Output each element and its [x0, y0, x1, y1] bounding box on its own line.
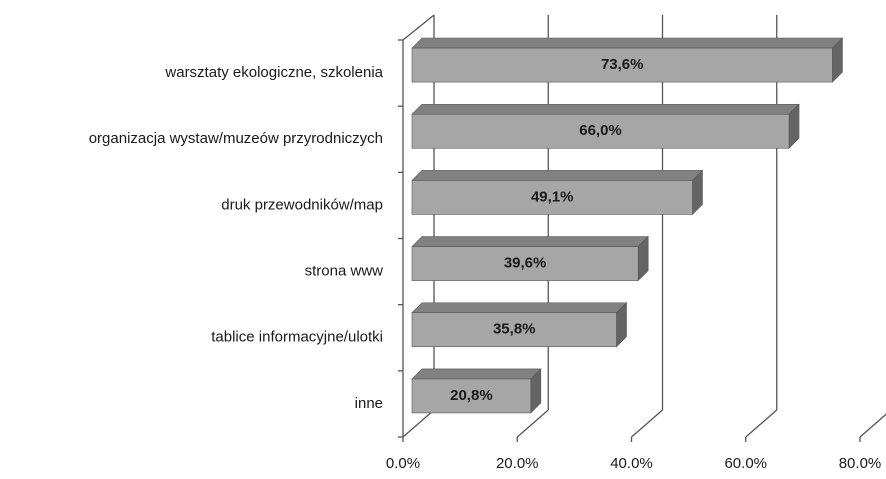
x-tick-label: 60.0%: [724, 455, 767, 472]
value-label: 20,8%: [450, 387, 493, 404]
bar-top: [411, 302, 628, 314]
x-tick-label: 0.0%: [386, 455, 420, 472]
floor-line: [516, 409, 549, 438]
bar: [411, 378, 532, 414]
bar: [411, 246, 639, 281]
bar-top: [411, 103, 800, 115]
value-label: 39,6%: [504, 255, 547, 272]
x-tick-label: 20.0%: [496, 455, 539, 472]
value-label: 66,0%: [579, 122, 622, 139]
value-label: 73,6%: [601, 56, 644, 73]
bar: [411, 113, 790, 149]
value-label: 49,1%: [531, 188, 574, 205]
bar-top: [411, 170, 704, 181]
x-tick-label: 40.0%: [610, 455, 653, 472]
category-label: strona www: [305, 263, 384, 280]
bar-top: [411, 236, 649, 247]
floor-line: [631, 409, 663, 438]
bar-top: [411, 368, 542, 380]
x-tick-label: 80.0%: [839, 455, 882, 472]
category-label: warsztaty ekologiczne, szkolenia: [164, 64, 383, 81]
bar-top: [411, 37, 844, 49]
floor-line: [859, 413, 886, 438]
floor-line: [402, 409, 435, 438]
bar: [411, 47, 833, 83]
bar: [411, 312, 617, 348]
bar: [411, 180, 693, 215]
category-label: tablice informacyjne/ulotki: [211, 329, 383, 346]
category-label: organizacja wystaw/muzeów przyrodniczych: [89, 130, 383, 147]
category-label: inne: [355, 395, 383, 412]
floor-line: [745, 409, 778, 438]
value-label: 35,8%: [493, 321, 536, 338]
wall-edge: [402, 14, 435, 41]
category-label: druk przewodników/map: [221, 196, 383, 213]
